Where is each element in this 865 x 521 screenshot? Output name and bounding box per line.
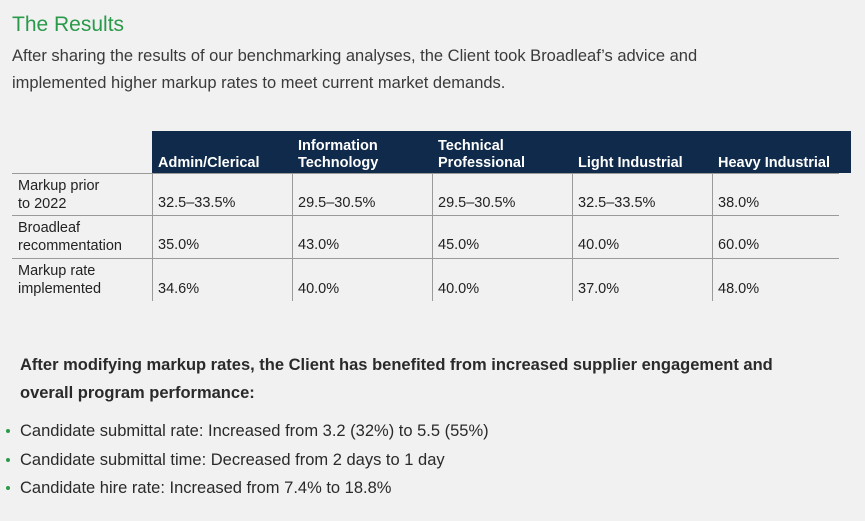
table-header-row (152, 131, 851, 173)
col-divider (292, 173, 293, 301)
table-cell: 43.0% (298, 237, 340, 253)
row-divider (12, 258, 839, 259)
table-cell: 45.0% (438, 237, 480, 253)
bullet-dot-icon (6, 486, 10, 490)
col-header-information-technology: Information Technology (298, 138, 379, 171)
table-cell: 29.5–30.5% (298, 195, 376, 211)
table-cell: 60.0% (718, 237, 760, 253)
row-divider (12, 215, 839, 216)
results-list: Candidate submittal rate: Increased from… (6, 417, 489, 503)
table-cell: 35.0% (158, 237, 200, 253)
table-cell: 40.0% (298, 281, 340, 297)
col-header-light-industrial: Light Industrial (578, 155, 683, 171)
list-item: Candidate submittal rate: Increased from… (6, 417, 489, 446)
table-cell: 29.5–30.5% (438, 195, 516, 211)
col-divider (152, 173, 153, 301)
row-divider (12, 173, 839, 174)
col-header-technical-professional: Technical Professional (438, 138, 526, 171)
row-label-markup-implemented: Markup rate implemented (18, 263, 102, 297)
col-header-admin-clerical: Admin/Clerical (158, 155, 260, 171)
table-cell: 48.0% (718, 281, 760, 297)
table-cell: 40.0% (578, 237, 620, 253)
col-divider (712, 173, 713, 301)
page-title: The Results (12, 13, 125, 36)
markup-table: Admin/Clerical Information Technology Te… (12, 131, 851, 303)
table-cell: 37.0% (578, 281, 620, 297)
table-cell: 40.0% (438, 281, 480, 297)
table-cell: 38.0% (718, 195, 760, 211)
list-item: Candidate submittal time: Decreased from… (6, 446, 489, 475)
bullet-dot-icon (6, 429, 10, 433)
table-cell: 32.5–33.5% (158, 195, 236, 211)
col-header-heavy-industrial: Heavy Industrial (718, 155, 831, 171)
summary-heading: After modifying markup rates, the Client… (20, 356, 773, 402)
table-cell: 34.6% (158, 281, 200, 297)
col-divider (572, 173, 573, 301)
col-divider (432, 173, 433, 301)
row-label-markup-prior: Markup prior to 2022 (18, 178, 100, 212)
row-label-broadleaf-recommendation: Broadleaf recommentation (18, 220, 122, 254)
intro-paragraph: After sharing the results of our benchma… (12, 47, 698, 92)
table-cell: 32.5–33.5% (578, 195, 656, 211)
bullet-dot-icon (6, 457, 10, 462)
list-item: Candidate hire rate: Increased from 7.4%… (6, 474, 489, 503)
